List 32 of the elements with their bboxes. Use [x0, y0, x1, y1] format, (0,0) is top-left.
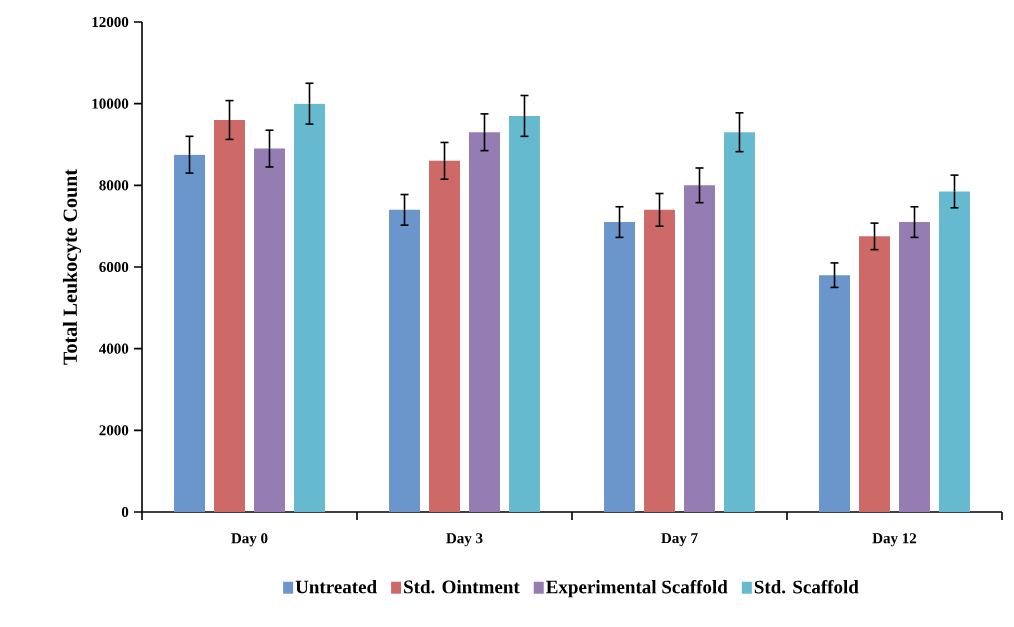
bar — [644, 209, 675, 512]
y-tick-label: 10000 — [92, 98, 129, 109]
bar — [469, 132, 500, 512]
bar — [254, 148, 285, 512]
bar — [389, 209, 420, 512]
y-tick-label: 12000 — [92, 16, 129, 28]
bar — [724, 132, 755, 512]
legend-label: Experimental Scaffold — [546, 579, 728, 598]
y-tick-label: 8000 — [99, 180, 129, 191]
bar — [899, 222, 930, 512]
bar — [819, 275, 850, 512]
bar — [174, 154, 205, 512]
x-tick-label: Day 3 — [446, 533, 483, 547]
bar — [604, 222, 635, 512]
y-tick-label: 0 — [121, 506, 129, 518]
y-tick-label: 6000 — [99, 261, 129, 273]
legend-label: Std. Ointment — [404, 580, 520, 594]
legend-label: Std. Scaffold — [754, 579, 859, 594]
x-tick-label: Day 12 — [872, 533, 917, 547]
bar — [429, 160, 460, 512]
x-tick-label: Day 7 — [661, 533, 698, 547]
bar — [684, 185, 715, 512]
x-tick-label: Day 0 — [231, 533, 268, 547]
bar — [939, 191, 970, 512]
bar — [509, 115, 540, 512]
y-tick-label: 2000 — [99, 425, 129, 436]
y-axis-title: Total Leukocyte Count — [62, 169, 82, 365]
bar — [859, 236, 890, 512]
bar — [294, 103, 325, 512]
bar — [214, 120, 245, 512]
y-tick-label: 4000 — [99, 343, 129, 354]
legend-label: Untreated — [295, 580, 377, 594]
